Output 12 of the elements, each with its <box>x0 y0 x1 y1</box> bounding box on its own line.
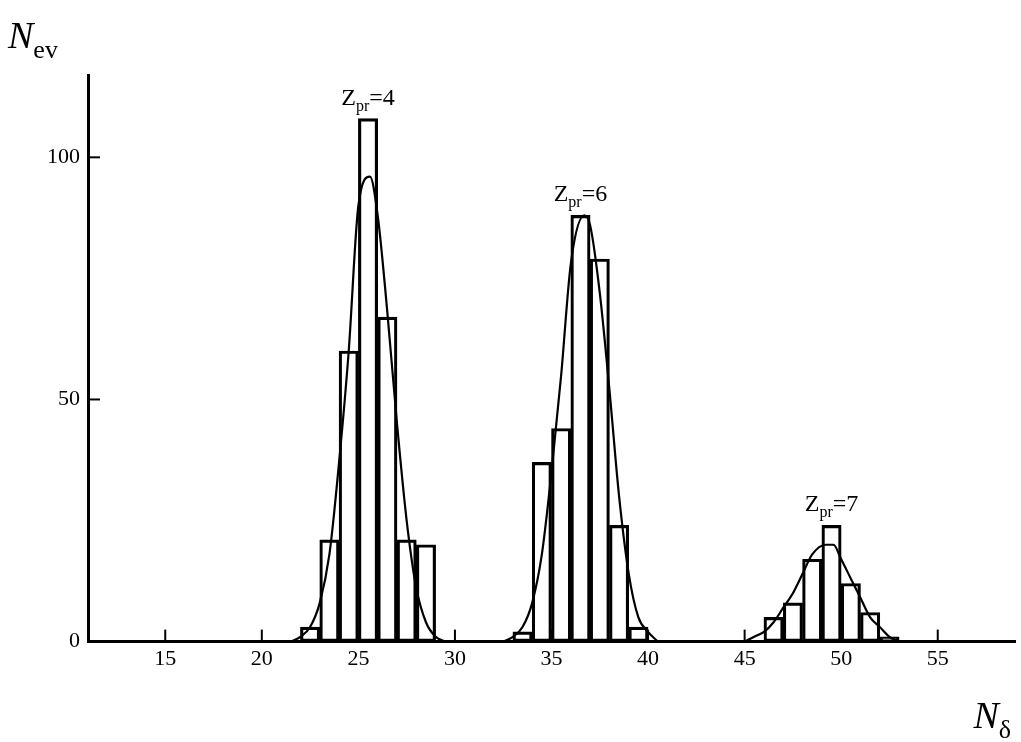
y-tick-label: 0 <box>69 627 80 653</box>
x-tick-label: 35 <box>540 644 563 670</box>
x-tick-label: 15 <box>154 644 177 670</box>
x-tick-label: 25 <box>347 644 370 670</box>
x-tick-label: 40 <box>637 644 660 670</box>
x-tick-label: 20 <box>250 644 273 670</box>
x-tick-label: 45 <box>733 644 756 670</box>
y-tick-label: 50 <box>58 385 80 411</box>
x-tick-label: 50 <box>830 644 853 670</box>
y-tick-label: 100 <box>47 143 80 169</box>
x-tick-label: 55 <box>926 644 949 670</box>
x-tick-label: 30 <box>443 644 466 670</box>
